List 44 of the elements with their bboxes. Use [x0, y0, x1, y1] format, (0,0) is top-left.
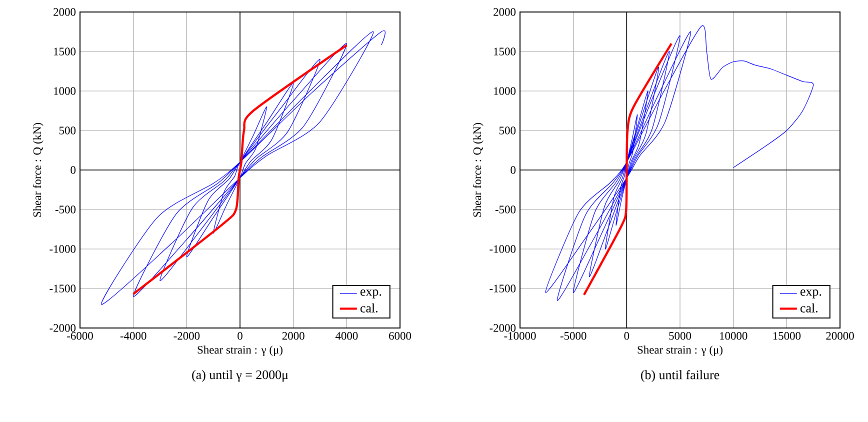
y-tick-label: -1000: [50, 245, 76, 253]
x-tick-label: 5000: [669, 332, 692, 340]
y-tick-label: 1000: [494, 87, 516, 95]
y-tick-label: -500: [55, 206, 76, 214]
x-tick-label: 0: [624, 332, 630, 340]
x-tick-label: -5000: [560, 332, 586, 340]
line-series: [132, 44, 348, 296]
x-tick-label: 20000: [826, 332, 854, 340]
y-tick-label: 1500: [54, 48, 76, 56]
legend-label: cal.: [360, 303, 378, 313]
text: (b) until failure: [641, 370, 720, 382]
legend-label: cal.: [800, 303, 818, 313]
legend-label: exp.: [360, 290, 382, 298]
y-tick-label: -2000: [50, 324, 76, 332]
text: (a) until γ = 2000μ: [192, 370, 288, 382]
x-tick-label: 0: [238, 332, 242, 340]
y-axis-title: Shear force : Q (kN): [472, 122, 484, 217]
x-tick-label: -6000: [67, 332, 93, 340]
y-tick-label: -2000: [490, 324, 516, 332]
y-tick-label: 2000: [54, 8, 76, 16]
y-tick-label: 2000: [494, 8, 516, 16]
y-tick-label: -1500: [490, 284, 516, 292]
y-tick-label: 1000: [54, 87, 76, 95]
y-tick-label: 500: [59, 126, 76, 134]
x-tick-label: 10000: [720, 332, 748, 340]
y-axis-title: Shear force : Q (kN): [32, 122, 44, 217]
x-tick-label: -2000: [174, 332, 200, 340]
legend-label: exp.: [800, 290, 822, 298]
x-axis-title: Shear strain : γ (μ): [638, 346, 722, 356]
x-tick-label: 2000: [282, 332, 304, 340]
y-tick-label: 1500: [494, 48, 516, 56]
y-tick-label: 0: [70, 166, 76, 174]
x-tick-label: -10000: [504, 332, 536, 340]
y-tick-label: 0: [510, 166, 516, 174]
x-tick-label: 4000: [335, 332, 358, 340]
y-tick-label: -1000: [490, 245, 516, 253]
line-series: [582, 42, 673, 296]
y-tick-label: 500: [499, 126, 516, 134]
x-tick-label: 15000: [773, 332, 801, 340]
y-tick-label: -500: [495, 206, 516, 214]
x-tick-label: 6000: [389, 332, 412, 340]
x-axis-title: Shear strain : γ (μ): [198, 346, 282, 356]
x-tick-label: -4000: [120, 332, 146, 340]
y-tick-label: -1500: [50, 284, 76, 292]
